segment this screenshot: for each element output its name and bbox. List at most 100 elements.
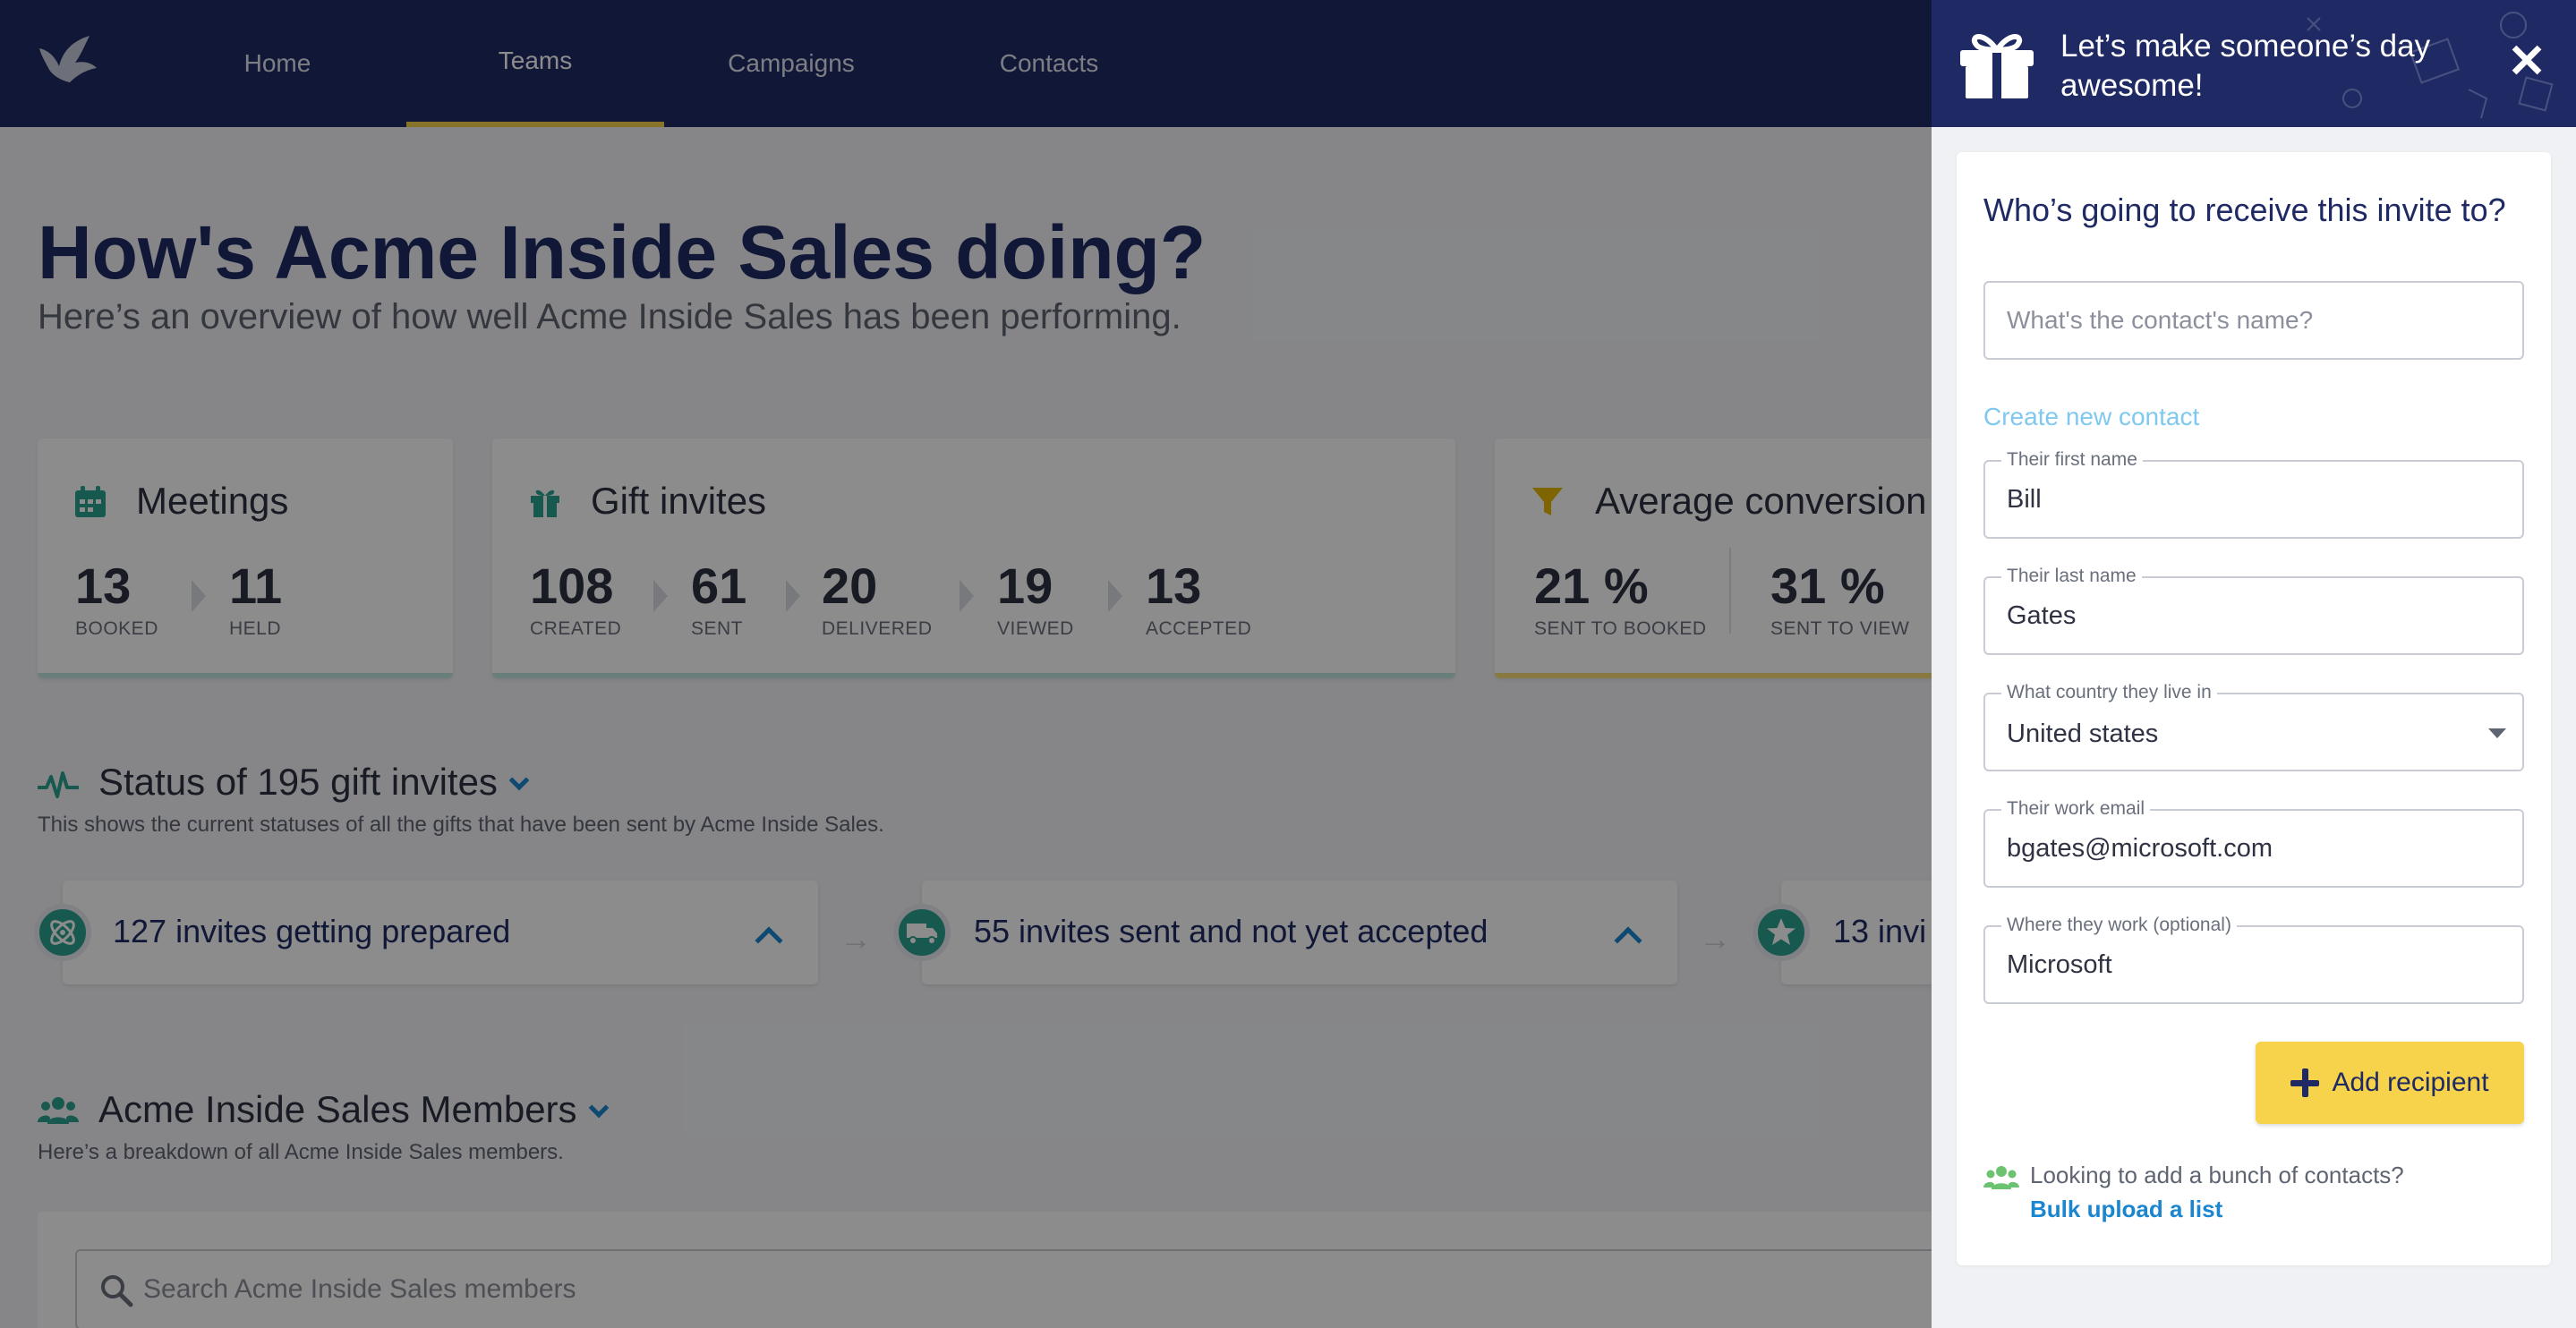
card-accent-bar	[1495, 673, 1978, 678]
stat-arrow	[960, 580, 974, 612]
work-email-input[interactable]	[1985, 811, 2522, 886]
add-recipient-button[interactable]: Add recipient	[2256, 1042, 2524, 1124]
star-icon	[1753, 904, 1810, 961]
stat-created: 108 CREATED	[530, 557, 621, 640]
stat-value: 19	[997, 558, 1053, 614]
work-email-field[interactable]: Their work email	[1983, 798, 2524, 888]
divider	[1729, 548, 1731, 634]
nav-teams[interactable]: Teams	[406, 0, 664, 127]
pulse-icon	[38, 771, 79, 798]
stat-arrow	[192, 580, 206, 612]
atom-icon	[34, 904, 91, 961]
conversion-card: Average conversion 21 % SENT TO BOOKED 3…	[1495, 438, 1978, 678]
stat-held: 11 HELD	[229, 557, 282, 640]
stat-label: SENT TO BOOKED	[1534, 618, 1707, 639]
field-label: Their first name	[2001, 449, 2143, 471]
add-recipient-drawer: Let’s make someone’s day awesome! ✕ Who’…	[1932, 0, 2576, 1328]
add-recipient-label: Add recipient	[2332, 1068, 2489, 1097]
bird-logo-icon[interactable]	[36, 32, 100, 86]
stat-sent-to-view: 31 % SENT TO VIEW	[1770, 557, 1909, 640]
form-heading: Who’s going to receive this invite to?	[1983, 192, 2506, 228]
stat-viewed: 19 VIEWED	[997, 557, 1074, 640]
card-accent-bar	[492, 673, 1455, 678]
stat-label: HELD	[229, 618, 282, 639]
company-input[interactable]	[1985, 927, 2522, 1002]
first-name-field[interactable]: Their first name	[1983, 449, 2524, 539]
conversion-title: Average conversion	[1595, 480, 1927, 522]
gift-invites-title: Gift invites	[591, 480, 767, 522]
members-title-text: Acme Inside Sales Members	[98, 1088, 577, 1130]
field-label: Where they work (optional)	[2001, 915, 2237, 936]
stat-value: 108	[530, 558, 614, 614]
member-search-field[interactable]	[75, 1249, 1955, 1328]
country-value: United states	[2007, 719, 2159, 748]
drawer-header: Let’s make someone’s day awesome! ✕	[1932, 0, 2576, 127]
stat-accepted: 13 ACCEPTED	[1146, 557, 1251, 640]
stat-sent-to-booked: 21 % SENT TO BOOKED	[1534, 557, 1707, 640]
calendar-icon	[75, 486, 106, 517]
status-label: 127 invites getting prepared	[113, 913, 511, 949]
plus-icon	[2290, 1068, 2320, 1097]
gift-invites-card: Gift invites 108 CREATED 61 SENT 20 DELI…	[492, 438, 1455, 678]
users-icon	[1983, 1166, 2019, 1189]
stat-label: VIEWED	[997, 618, 1074, 639]
company-field[interactable]: Where they work (optional)	[1983, 915, 2524, 1004]
stat-value: 21 %	[1534, 558, 1649, 614]
status-description: This shows the current statuses of all t…	[38, 813, 884, 837]
stat-value: 31 %	[1770, 558, 1885, 614]
status-title-text: Status of 195 gift invites	[98, 761, 498, 803]
dashboard-main: How's Acme Inside Sales doing? Here’s an…	[0, 127, 2229, 1328]
meetings-title: Meetings	[136, 480, 289, 522]
country-select[interactable]: What country they live in United states	[1983, 682, 2524, 771]
gift-pattern-decoration	[2307, 12, 2554, 119]
stat-value: 61	[691, 558, 747, 614]
stat-arrow	[786, 580, 800, 612]
stat-delivered: 20 DELIVERED	[822, 557, 933, 640]
stat-label: CREATED	[530, 618, 622, 639]
recipient-form: Who’s going to receive this invite to? C…	[1957, 152, 2551, 1265]
field-label: Their work email	[2001, 798, 2151, 820]
arrow-right-icon: →	[840, 920, 872, 957]
page-subtitle: Here’s an overview of how well Acme Insi…	[38, 297, 1181, 336]
caret-down-icon[interactable]	[2488, 728, 2506, 738]
page-title: How's Acme Inside Sales doing?	[38, 210, 1207, 294]
create-new-contact-link[interactable]: Create new contact	[1983, 403, 2200, 430]
funnel-icon	[1532, 488, 1563, 515]
nav-home[interactable]: Home	[243, 49, 311, 77]
last-name-field[interactable]: Their last name	[1983, 566, 2524, 655]
modal-backdrop[interactable]	[0, 0, 1933, 1328]
stat-value: 11	[229, 558, 283, 614]
member-search-input[interactable]	[143, 1251, 1844, 1328]
members-section-title[interactable]: Acme Inside Sales Members	[98, 1088, 609, 1131]
stat-value: 20	[822, 558, 878, 614]
stat-arrow	[653, 580, 668, 612]
card-accent-bar	[38, 673, 453, 678]
status-label: 13 invi	[1833, 913, 1927, 949]
meetings-card: Meetings 13 BOOKED 11 HELD	[38, 438, 453, 678]
users-icon	[38, 1097, 79, 1124]
members-description: Here’s a breakdown of all Acme Inside Sa…	[38, 1140, 564, 1164]
stat-arrow	[1108, 580, 1122, 612]
nav-contacts[interactable]: Contacts	[999, 49, 1099, 77]
gift-icon	[531, 489, 559, 517]
truck-icon	[893, 904, 951, 961]
stat-label: BOOKED	[75, 618, 158, 639]
contact-search-field[interactable]	[1983, 281, 2524, 360]
stat-label: ACCEPTED	[1146, 618, 1252, 639]
status-label: 55 invites sent and not yet accepted	[974, 913, 1488, 949]
gift-icon	[1960, 34, 2034, 98]
status-card-sent[interactable]: 55 invites sent and not yet accepted	[922, 881, 1677, 984]
bulk-upload-link[interactable]: Bulk upload a list	[2030, 1196, 2223, 1222]
nav-campaigns[interactable]: Campaigns	[728, 49, 855, 77]
status-card-prepared[interactable]: 127 invites getting prepared	[63, 881, 818, 984]
status-section-title[interactable]: Status of 195 gift invites	[98, 761, 530, 804]
contact-name-input[interactable]	[1985, 283, 2522, 358]
first-name-input[interactable]	[1985, 462, 2522, 537]
bulk-prompt-text: Looking to add a bunch of contacts?	[2030, 1162, 2404, 1188]
stat-sent: 61 SENT	[691, 557, 746, 640]
last-name-input[interactable]	[1985, 578, 2522, 653]
stat-label: SENT TO VIEW	[1770, 618, 1910, 639]
stat-label: DELIVERED	[822, 618, 933, 639]
close-icon[interactable]: ✕	[2507, 36, 2546, 88]
drawer-title: Let’s make someone’s day awesome!	[2060, 29, 2431, 103]
